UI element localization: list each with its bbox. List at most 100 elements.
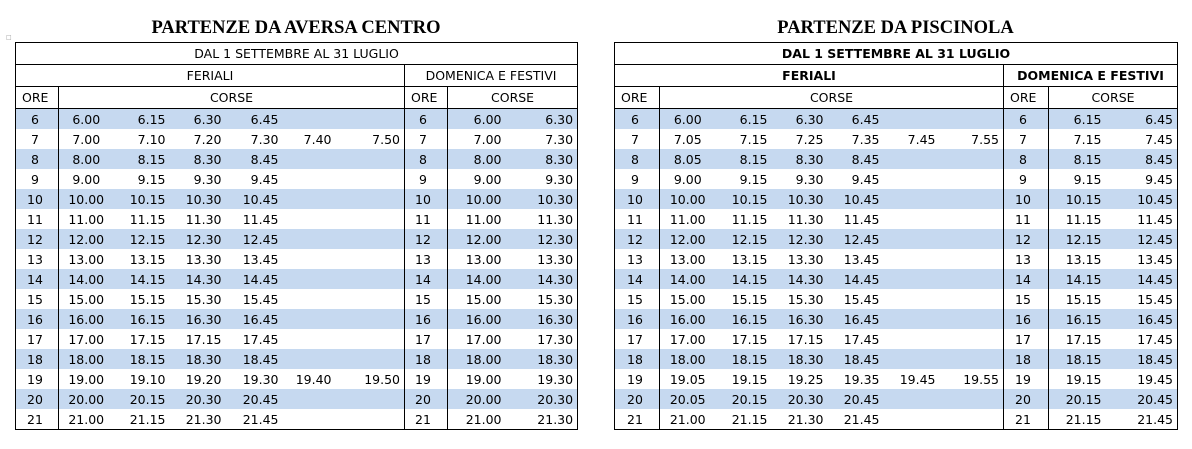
feriali-time-cell: 17.00 bbox=[669, 331, 706, 347]
feriali-time-cell: 6.00 bbox=[659, 108, 716, 129]
hour-cell: 16 bbox=[1003, 309, 1049, 329]
table-row: 19 19.00 19.10 19.20 19.30 19.40 19.50 19 19.00 1… bbox=[15, 369, 578, 389]
feriali-time-cell: 8.05 bbox=[659, 149, 716, 169]
corse-header: CORSE bbox=[1048, 86, 1178, 109]
hour-cell: 10 bbox=[404, 189, 448, 209]
feriali-time-cell bbox=[884, 409, 940, 430]
festivi-time-cell: 10.30 bbox=[505, 189, 578, 209]
festivi-time-cell: 15.00 bbox=[465, 291, 502, 307]
festivi-time-cell: 13.00 bbox=[465, 251, 502, 267]
hour-cell: 19 bbox=[614, 369, 660, 389]
table-row: 7 7.00 7.10 7.20 7.30 7.40 7.50 7 7.00 7.30 bbox=[15, 129, 578, 149]
hour-cell: 18 bbox=[404, 349, 448, 369]
feriali-time-cell: 18.00 bbox=[659, 349, 716, 369]
table-row: 9 9.00 9.15 9.30 9.45 9 9.15 9.45 bbox=[614, 169, 1178, 189]
festivi-time-cell: 12.00 bbox=[447, 229, 506, 249]
feriali-time-cell bbox=[335, 349, 405, 369]
feriali-time-cell: 21.00 bbox=[68, 411, 105, 427]
table-row: 20 20.00 20.15 20.30 20.45 20 20.00 20.30 bbox=[15, 389, 578, 409]
hour-cell: 17 bbox=[1003, 329, 1049, 349]
feriali-time-cell: 8.15 bbox=[715, 149, 772, 169]
feriali-time-cell bbox=[335, 209, 405, 229]
hour-cell: 21 bbox=[15, 409, 59, 430]
festivi-time-cell: 9.30 bbox=[545, 171, 574, 187]
feriali-time-cell: 17.15 bbox=[787, 331, 824, 347]
feriali-time-cell bbox=[883, 349, 940, 369]
corse-header: CORSE bbox=[447, 86, 578, 109]
hour-cell: 10 bbox=[1003, 189, 1049, 209]
feriali-time-cell: 20.45 bbox=[827, 389, 884, 409]
feriali-time-cell: 16.15 bbox=[113, 309, 170, 329]
festivi-time-cell: 16.00 bbox=[447, 309, 506, 329]
feriali-time-cell: 19.40 bbox=[295, 371, 332, 387]
feriali-time-cell: 15.30 bbox=[787, 291, 824, 307]
feriali-time-cell: 21.30 bbox=[185, 411, 222, 427]
festivi-time-cell: 21.15 bbox=[1065, 411, 1102, 427]
table-row: 21 21.00 21.15 21.30 21.45 21 21.00 21.30 bbox=[15, 409, 578, 430]
table-row: 9 9.00 9.15 9.30 9.45 9 9.00 9.30 bbox=[15, 169, 578, 189]
feriali-time-cell: 13.00 bbox=[68, 251, 105, 267]
feriali-time-cell: 18.00 bbox=[58, 349, 114, 369]
table-row: 15 15.00 15.15 15.30 15.45 15 15.15 15.45 bbox=[614, 289, 1178, 309]
table-row: 19 19.05 19.15 19.25 19.35 19.45 19.55 19 19.15 1… bbox=[614, 369, 1178, 389]
festivi-time-cell: 15.30 bbox=[537, 291, 574, 307]
festivi-time-cell: 19.30 bbox=[537, 371, 574, 387]
feriali-time-cell: 15.00 bbox=[68, 291, 105, 307]
festivi-time-cell: 13.45 bbox=[1137, 251, 1174, 267]
feriali-time-cell: 18.45 bbox=[827, 349, 884, 369]
table-row: 17 17.00 17.15 17.15 17.45 17 17.15 17.45 bbox=[614, 329, 1178, 349]
hour-cell: 13 bbox=[15, 249, 59, 269]
hour-cell: 9 bbox=[614, 169, 660, 189]
feriali-time-cell bbox=[939, 309, 1004, 329]
feriali-time-cell: 11.30 bbox=[185, 211, 222, 227]
table-row: 16 16.00 16.15 16.30 16.45 16 16.15 16.45 bbox=[614, 309, 1178, 329]
feriali-time-cell: 18.30 bbox=[771, 349, 828, 369]
feriali-time-cell: 12.30 bbox=[169, 229, 226, 249]
feriali-time-cell: 17.45 bbox=[843, 331, 880, 347]
festivi-time-cell: 8.30 bbox=[505, 149, 578, 169]
hour-cell: 16 bbox=[614, 309, 660, 329]
hour-cell: 18 bbox=[15, 349, 59, 369]
feriali-time-cell: 16.30 bbox=[169, 309, 226, 329]
festivi-time-cell: 15.15 bbox=[1065, 291, 1102, 307]
festivi-time-cell: 14.45 bbox=[1105, 269, 1178, 289]
festivi-time-cell: 9.00 bbox=[473, 171, 502, 187]
festivi-time-cell: 12.15 bbox=[1048, 229, 1106, 249]
feriali-time-cell: 7.05 bbox=[673, 131, 702, 147]
hour-cell: 20 bbox=[404, 389, 448, 409]
feriali-time-cell: 16.30 bbox=[771, 309, 828, 329]
feriali-time-cell: 19.25 bbox=[787, 371, 824, 387]
feriali-time-cell: 7.20 bbox=[193, 131, 222, 147]
feriali-time-cell: 7.10 bbox=[137, 131, 166, 147]
feriali-time-cell: 15.15 bbox=[129, 291, 166, 307]
feriali-time-cell bbox=[283, 329, 336, 349]
hour-cell: 13 bbox=[1003, 249, 1049, 269]
feriali-time-cell bbox=[283, 249, 336, 269]
feriali-time-cell: 13.15 bbox=[731, 251, 768, 267]
festivi-time-cell: 17.15 bbox=[1065, 331, 1102, 347]
feriali-time-cell: 6.45 bbox=[225, 108, 283, 129]
hour-cell: 18 bbox=[1003, 349, 1049, 369]
table-row: 15 15.00 15.15 15.30 15.45 15 15.00 15.30 bbox=[15, 289, 578, 309]
feriali-time-cell: 20.15 bbox=[715, 389, 772, 409]
festivi-time-cell: 14.15 bbox=[1048, 269, 1106, 289]
festivi-time-cell: 8.45 bbox=[1105, 149, 1178, 169]
feriali-time-cell: 9.15 bbox=[137, 171, 166, 187]
hour-cell: 17 bbox=[614, 329, 660, 349]
feriali-time-cell: 19.35 bbox=[843, 371, 880, 387]
feriali-time-cell bbox=[335, 169, 405, 189]
festivi-time-cell: 20.30 bbox=[505, 389, 578, 409]
table-row: 10 10.00 10.15 10.30 10.45 10 10.15 10.45 bbox=[614, 189, 1178, 209]
feriali-time-cell: 18.45 bbox=[225, 349, 283, 369]
feriali-time-cell: 6.30 bbox=[169, 108, 226, 129]
feriali-time-cell: 17.45 bbox=[242, 331, 279, 347]
feriali-time-cell bbox=[283, 289, 336, 309]
feriali-time-cell: 8.00 bbox=[58, 149, 114, 169]
hour-cell: 6 bbox=[404, 108, 448, 129]
hour-cell: 19 bbox=[1003, 369, 1049, 389]
feriali-time-cell bbox=[335, 149, 405, 169]
feriali-time-cell: 15.15 bbox=[731, 291, 768, 307]
period-header: DAL 1 SETTEMBRE AL 31 LUGLIO bbox=[15, 42, 578, 65]
festivi-time-cell: 14.00 bbox=[447, 269, 506, 289]
ore-header: ORE bbox=[1003, 86, 1049, 109]
